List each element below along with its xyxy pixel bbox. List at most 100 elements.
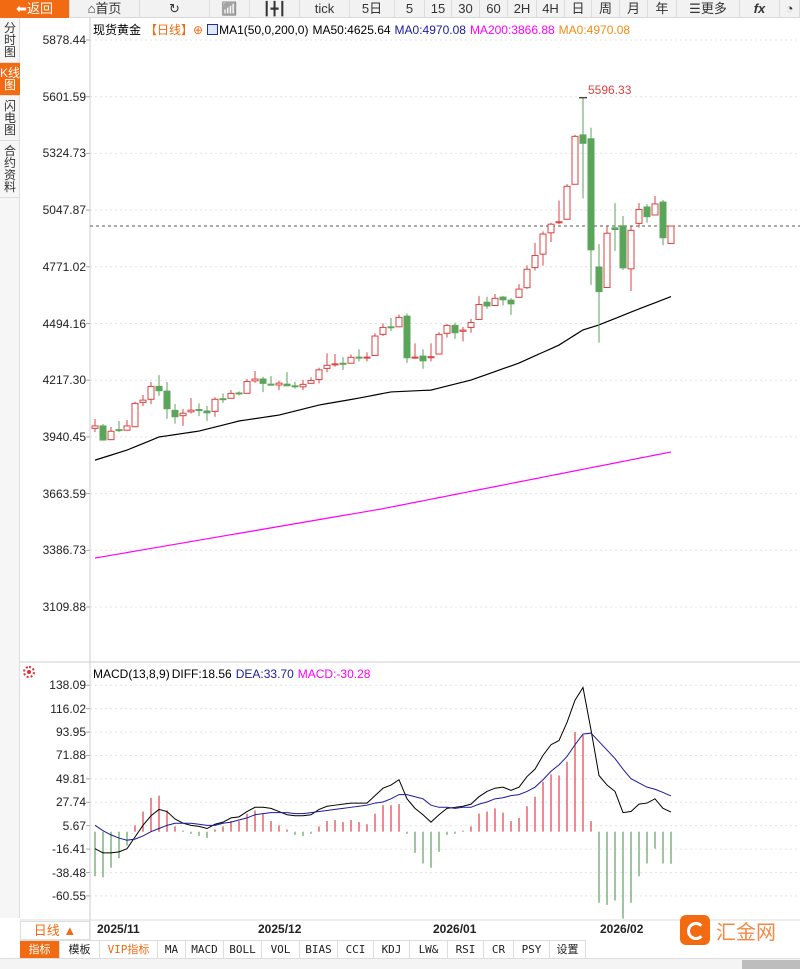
toolbar-btn-button[interactable]: 60 <box>480 0 508 18</box>
candle-up <box>603 232 611 288</box>
price-tick-label: 5324.73 <box>42 146 86 161</box>
macd-settings-icon[interactable] <box>23 666 35 678</box>
indicator-tab[interactable]: 设置 <box>550 941 586 959</box>
candle-up <box>139 399 147 403</box>
candle-up <box>555 221 563 224</box>
toolbar-btn-button[interactable]: fx <box>740 0 780 18</box>
toolbar-btn-button[interactable]: tick <box>300 0 350 18</box>
date-label: 2026/02 <box>600 922 644 936</box>
indicator-tab[interactable]: VOL <box>262 941 300 959</box>
candle-up <box>531 255 539 269</box>
ma0-orange-value: MA0:4970.08 <box>558 23 631 37</box>
candle-up <box>179 412 187 417</box>
refresh-button[interactable]: ↻ <box>140 0 210 18</box>
price-tick-label: 3940.45 <box>42 429 86 444</box>
indicator-tab[interactable]: CR <box>484 941 514 959</box>
candle-down <box>259 378 267 384</box>
indicator-tab[interactable]: 模板 <box>60 941 100 959</box>
candle-down <box>619 225 627 269</box>
toolbar-label: 60 <box>486 1 501 16</box>
macd-tick-label: -38.48 <box>51 865 86 880</box>
toolbar-btn-button[interactable]: 年 <box>648 0 677 18</box>
toolbar-label: 周 <box>598 1 612 16</box>
toolbar-btn-button[interactable]: 日 <box>565 0 592 18</box>
candle-down <box>483 301 491 307</box>
indicator-tab[interactable]: LW& <box>410 941 448 959</box>
price-tick-label: 5601.59 <box>42 89 86 104</box>
sidebar-item[interactable]: K线图 <box>0 63 20 96</box>
candle-down <box>155 385 163 392</box>
macd-tick-label: 5.67 <box>62 818 86 833</box>
toolbar-btn-button[interactable]: 5日 <box>350 0 395 18</box>
toolbar-btn-button[interactable]: 5 <box>395 0 425 18</box>
macd-tick-label: 116.02 <box>50 701 86 716</box>
candle-up <box>243 380 251 394</box>
toolbar-btn-button[interactable]: 4H <box>537 0 565 18</box>
sidebar-item[interactable]: 分时图 <box>0 18 20 63</box>
logo: 汇金网 <box>680 913 790 947</box>
indicator-tab[interactable]: MA <box>158 941 186 959</box>
toolbar-btn-button[interactable]: 2H <box>508 0 537 18</box>
candle-up <box>435 333 443 355</box>
macd-tick-label: 27.74 <box>55 795 86 810</box>
candle-down <box>499 296 507 301</box>
toolbar-home-button[interactable]: ⌂首页 <box>70 0 140 18</box>
bar-chart-button[interactable]: 📶 <box>210 0 250 18</box>
toolbar-label: 月 <box>626 1 640 16</box>
candle-down <box>587 138 595 251</box>
scrollbar-thumb[interactable] <box>742 960 800 969</box>
candle-down <box>99 425 107 441</box>
indicator-tabs: 指标 模板 VIP指标 MA MACD BOLL VOL BIAS CCI KDJ LW& RSI CR… <box>20 940 586 959</box>
toolbar-btn-button[interactable]: 月 <box>620 0 648 18</box>
candle-up <box>571 135 579 185</box>
indicator-tab[interactable]: RSI <box>448 941 484 959</box>
toolbar-label: 年 <box>655 1 669 16</box>
candle-up <box>123 425 131 431</box>
toolbar-btn-button[interactable]: 30 <box>452 0 480 18</box>
candle-up <box>475 303 483 320</box>
ma-indicator-name: MA1(50,0,200,0) <box>219 23 309 37</box>
indicator-tab[interactable]: VIP指标 <box>100 941 158 959</box>
candle-up <box>635 208 643 224</box>
indicator-icon[interactable] <box>207 24 219 35</box>
ma200-line <box>94 451 672 559</box>
toolbar-label: 返回 <box>26 1 53 16</box>
indicator-tab[interactable]: 指标 <box>20 941 60 959</box>
candle-up <box>91 425 99 429</box>
candle-up <box>227 392 235 399</box>
toolbar-label: 4H <box>542 1 559 16</box>
indicator-tab[interactable]: MACD <box>186 941 224 959</box>
indicator-tab[interactable]: BOLL <box>224 941 262 959</box>
indicator-tab[interactable]: CCI <box>338 941 374 959</box>
toolbar-btn-button[interactable]: ☰更多 <box>677 0 740 18</box>
sidebar-item[interactable]: 合约资料 <box>0 141 20 198</box>
toolbar-label: 2H <box>513 1 531 16</box>
indicator-tab[interactable]: PSY <box>514 941 550 959</box>
toolbar-btn-button[interactable]: 15 <box>425 0 452 18</box>
candle-up <box>651 203 659 216</box>
indicator-tab[interactable]: KDJ <box>374 941 410 959</box>
horizontal-scrollbar[interactable] <box>0 958 800 969</box>
back-arrow-icon: ⬅ <box>16 1 27 16</box>
indicator-tab[interactable]: BIAS <box>300 941 338 959</box>
toolbar-btn-button[interactable]: 周 <box>592 0 620 18</box>
candle-up <box>395 316 403 328</box>
clock-button[interactable]: ◔ <box>780 0 800 18</box>
ma200-value: MA200:3866.88 <box>469 23 555 37</box>
period-selector[interactable]: 日线 ▲ <box>20 921 90 940</box>
top-toolbar: ⬅返回 ⌂首页 ↻ 📶 ┃╋┃ tick 5日 5 15 30 60 2H 4H 日周月年 ☰更多 fx ◔ <box>0 0 800 18</box>
macd-tick-label: 138.09 <box>49 678 86 693</box>
add-icon[interactable]: ⊕ <box>193 23 204 37</box>
ma0-blue-value: MA0:4970.08 <box>394 23 466 37</box>
candlestick-button[interactable]: ┃╋┃ <box>250 0 300 18</box>
candle-up <box>379 326 387 335</box>
sidebar-item[interactable]: 闪电图 <box>0 96 20 141</box>
diff-line <box>94 686 672 854</box>
macd-name: MACD(13,8,9) <box>93 667 170 681</box>
toolbar-back-button[interactable]: ⬅返回 <box>0 0 70 18</box>
ma50-line <box>94 296 672 461</box>
period-label[interactable]: 【日线】 <box>145 23 194 37</box>
candle-up <box>307 379 315 384</box>
candle-down <box>355 356 363 359</box>
